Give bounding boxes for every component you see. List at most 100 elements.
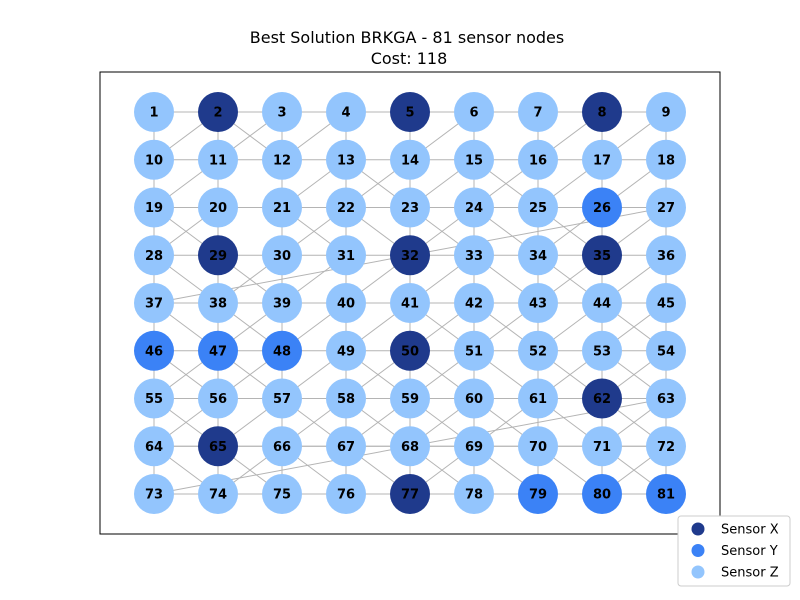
sensor-node-circle — [646, 139, 686, 180]
sensor-node-circle — [262, 235, 302, 276]
sensor-node-label: 60 — [465, 392, 483, 407]
sensor-node-45: 45 — [646, 283, 686, 323]
sensor-node-label: 38 — [209, 297, 227, 312]
sensor-node-label: 76 — [337, 488, 355, 503]
sensor-node-label: 53 — [593, 344, 611, 359]
legend-marker-y — [691, 544, 705, 557]
sensor-node-81: 81 — [646, 474, 686, 514]
sensor-node-circle — [198, 139, 238, 180]
sensor-node-circle — [262, 92, 302, 132]
sensor-node-label: 68 — [401, 440, 419, 455]
sensor-node-label: 32 — [401, 249, 419, 264]
sensor-node-18: 18 — [646, 139, 686, 180]
sensor-node-38: 38 — [198, 283, 238, 323]
sensor-node-label: 58 — [337, 392, 355, 407]
sensor-node-19: 19 — [134, 187, 174, 228]
sensor-node-label: 62 — [593, 392, 611, 407]
sensor-node-68: 68 — [390, 426, 430, 467]
sensor-node-label: 41 — [401, 297, 419, 312]
sensor-node-label: 18 — [657, 153, 675, 168]
sensor-node-78: 78 — [454, 474, 494, 514]
sensor-node-label: 45 — [657, 297, 675, 312]
sensor-node-46: 46 — [134, 330, 174, 371]
sensor-node-label: 61 — [529, 392, 547, 407]
sensor-node-circle — [326, 187, 366, 228]
sensor-node-circle — [134, 283, 174, 323]
sensor-node-circle — [326, 92, 366, 132]
sensor-node-circle — [582, 378, 622, 419]
sensor-node-70: 70 — [518, 426, 558, 467]
sensor-node-label: 10 — [145, 153, 163, 168]
sensor-node-circle — [326, 378, 366, 419]
sensor-node-69: 69 — [454, 426, 494, 467]
sensor-node-label: 6 — [469, 106, 478, 121]
sensor-node-label: 79 — [529, 488, 547, 503]
sensor-node-label: 65 — [209, 440, 227, 455]
sensor-node-label: 69 — [465, 440, 483, 455]
sensor-node-22: 22 — [326, 187, 366, 228]
sensor-node-label: 29 — [209, 249, 227, 264]
sensor-node-59: 59 — [390, 378, 430, 419]
sensor-node-circle — [518, 92, 558, 132]
sensor-node-circle — [134, 139, 174, 180]
sensor-node-16: 16 — [518, 139, 558, 180]
sensor-node-circle — [326, 426, 366, 467]
sensor-node-circle — [518, 235, 558, 276]
sensor-node-circle — [262, 378, 302, 419]
sensor-node-label: 70 — [529, 440, 547, 455]
sensor-node-label: 30 — [273, 249, 291, 264]
sensor-node-62: 62 — [582, 378, 622, 419]
sensor-node-21: 21 — [262, 187, 302, 228]
sensor-node-52: 52 — [518, 330, 558, 371]
sensor-node-label: 64 — [145, 440, 163, 455]
sensor-node-48: 48 — [262, 330, 302, 371]
sensor-node-circle — [198, 474, 238, 514]
sensor-node-circle — [390, 187, 430, 228]
sensor-node-label: 49 — [337, 344, 355, 359]
sensor-node-circle — [326, 139, 366, 180]
sensor-node-40: 40 — [326, 283, 366, 323]
sensor-node-label: 16 — [529, 153, 547, 168]
sensor-node-circle — [198, 92, 238, 132]
sensor-node-8: 8 — [582, 92, 622, 132]
sensor-node-circle — [518, 474, 558, 514]
sensor-node-label: 50 — [401, 344, 419, 359]
sensor-node-circle — [518, 283, 558, 323]
sensor-node-66: 66 — [262, 426, 302, 467]
sensor-node-31: 31 — [326, 235, 366, 276]
sensor-node-circle — [582, 426, 622, 467]
sensor-node-circle — [646, 474, 686, 514]
sensor-node-circle — [134, 426, 174, 467]
sensor-node-circle — [582, 235, 622, 276]
sensor-node-32: 32 — [390, 235, 430, 276]
sensor-node-circle — [582, 330, 622, 371]
sensor-node-circle — [646, 235, 686, 276]
sensor-node-circle — [134, 474, 174, 514]
sensor-node-label: 74 — [209, 488, 227, 503]
sensor-node-circle — [518, 378, 558, 419]
sensor-node-49: 49 — [326, 330, 366, 371]
sensor-node-label: 48 — [273, 344, 291, 359]
sensor-node-circle — [390, 426, 430, 467]
sensor-node-circle — [262, 139, 302, 180]
sensor-node-label: 57 — [273, 392, 291, 407]
sensor-node-33: 33 — [454, 235, 494, 276]
sensor-node-30: 30 — [262, 235, 302, 276]
sensor-node-3: 3 — [262, 92, 302, 132]
sensor-node-circle — [518, 426, 558, 467]
sensor-node-2: 2 — [198, 92, 238, 132]
sensor-node-circle — [646, 330, 686, 371]
sensor-node-label: 2 — [213, 106, 222, 121]
sensor-node-circle — [262, 426, 302, 467]
sensor-node-circle — [134, 330, 174, 371]
sensor-node-label: 17 — [593, 153, 611, 168]
legend-marker-z — [691, 565, 705, 579]
sensor-node-circle — [262, 330, 302, 371]
sensor-node-circle — [390, 330, 430, 371]
sensor-node-circle — [518, 187, 558, 228]
sensor-node-label: 81 — [657, 488, 675, 503]
sensor-node-label: 5 — [405, 106, 414, 121]
sensor-node-26: 26 — [582, 187, 622, 228]
